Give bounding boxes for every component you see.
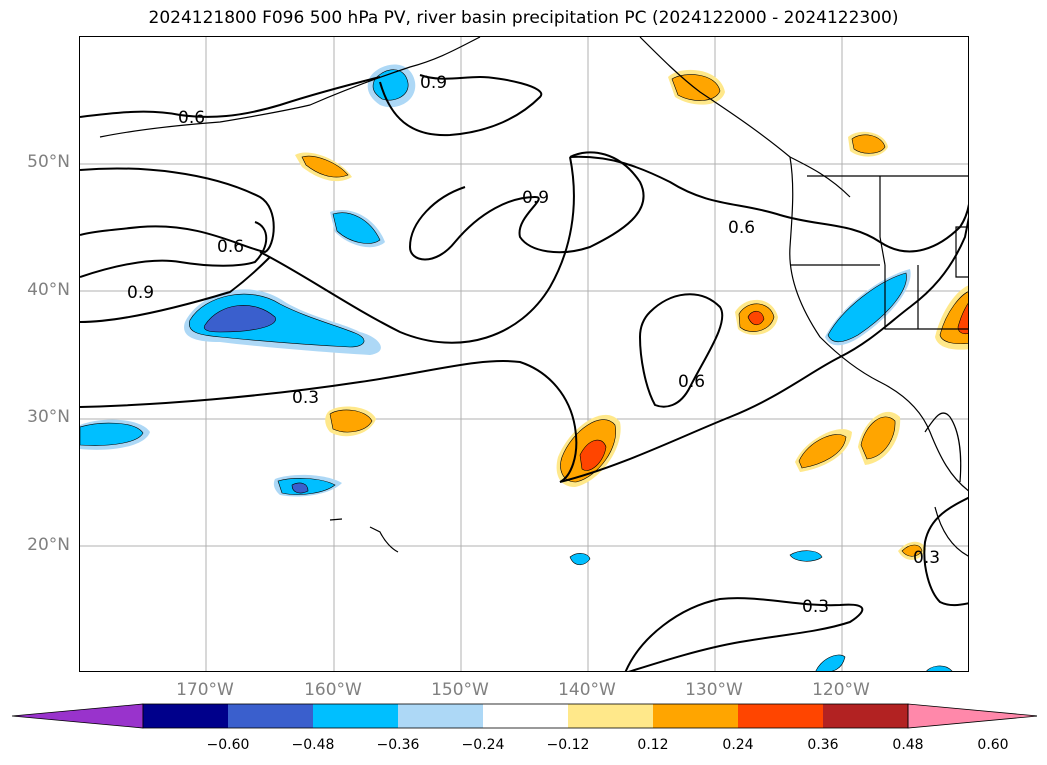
lat-label: 40°N bbox=[27, 280, 70, 300]
map-panel: 0.6 0.9 0.6 0.9 0.9 0.6 0.3 0.6 0.3 0.3 bbox=[79, 36, 969, 672]
lat-label: 20°N bbox=[27, 535, 70, 555]
contour-labels: 0.6 0.9 0.6 0.9 0.9 0.6 0.3 0.6 0.3 0.3 bbox=[127, 73, 940, 617]
precip-negative bbox=[80, 64, 953, 671]
contour-label: 0.3 bbox=[802, 597, 829, 617]
colorbar-border bbox=[142, 703, 909, 729]
colorbar-extend-high bbox=[907, 703, 1037, 729]
lon-label: 150°W bbox=[431, 680, 489, 700]
precip-positive bbox=[295, 69, 968, 560]
colorbar-tick-label: −0.24 bbox=[461, 737, 505, 753]
contour-label: 0.3 bbox=[913, 548, 940, 568]
contour-label: 0.6 bbox=[178, 108, 205, 128]
colorbar-cell bbox=[823, 704, 908, 728]
colorbar-tick-label: −0.60 bbox=[206, 737, 250, 753]
colorbar-tick-label: 0.24 bbox=[722, 737, 754, 753]
colorbar bbox=[11, 703, 1037, 729]
contour-label: 0.6 bbox=[217, 237, 244, 257]
colorbar-tick-label: −0.48 bbox=[291, 737, 335, 753]
colorbar-cell bbox=[313, 704, 398, 728]
contour-label: 0.9 bbox=[522, 188, 549, 208]
colorbar-cell bbox=[653, 704, 738, 728]
lat-label: 30°N bbox=[27, 407, 70, 427]
lon-label: 160°W bbox=[304, 680, 362, 700]
map-canvas: 0.6 0.9 0.6 0.9 0.9 0.6 0.3 0.6 0.3 0.3 bbox=[80, 37, 968, 671]
pv-contours bbox=[80, 74, 968, 671]
colorbar-cell bbox=[483, 704, 568, 728]
gridlines bbox=[80, 37, 968, 671]
contour-label: 0.3 bbox=[292, 388, 319, 408]
lon-label: 170°W bbox=[176, 680, 234, 700]
colorbar-tick-label: 0.36 bbox=[807, 737, 839, 753]
colorbar-tick-label: 0.60 bbox=[977, 737, 1009, 753]
colorbar-cell bbox=[568, 704, 653, 728]
lon-label: 120°W bbox=[812, 680, 870, 700]
colorbar-cell bbox=[738, 704, 823, 728]
map-title: 2024121800 F096 500 hPa PV, river basin … bbox=[148, 8, 899, 28]
colorbar-extend-low bbox=[11, 703, 144, 729]
colorbar-tick-label: 0.12 bbox=[637, 737, 669, 753]
colorbar-cell bbox=[398, 704, 483, 728]
coastlines bbox=[99, 37, 968, 557]
colorbar-cell bbox=[228, 704, 313, 728]
colorbar-tick-label: −0.36 bbox=[376, 737, 420, 753]
colorbar-tick-label: −0.12 bbox=[546, 737, 590, 753]
lon-label: 130°W bbox=[685, 680, 743, 700]
contour-label: 0.6 bbox=[728, 218, 755, 238]
lat-label: 50°N bbox=[27, 152, 70, 172]
contour-label: 0.6 bbox=[678, 372, 705, 392]
colorbar-cells bbox=[11, 703, 1037, 729]
contour-label: 0.9 bbox=[127, 283, 154, 303]
lon-label: 140°W bbox=[558, 680, 616, 700]
contour-label: 0.9 bbox=[420, 73, 447, 93]
colorbar-cell bbox=[143, 704, 228, 728]
colorbar-tick-label: 0.48 bbox=[892, 737, 924, 753]
